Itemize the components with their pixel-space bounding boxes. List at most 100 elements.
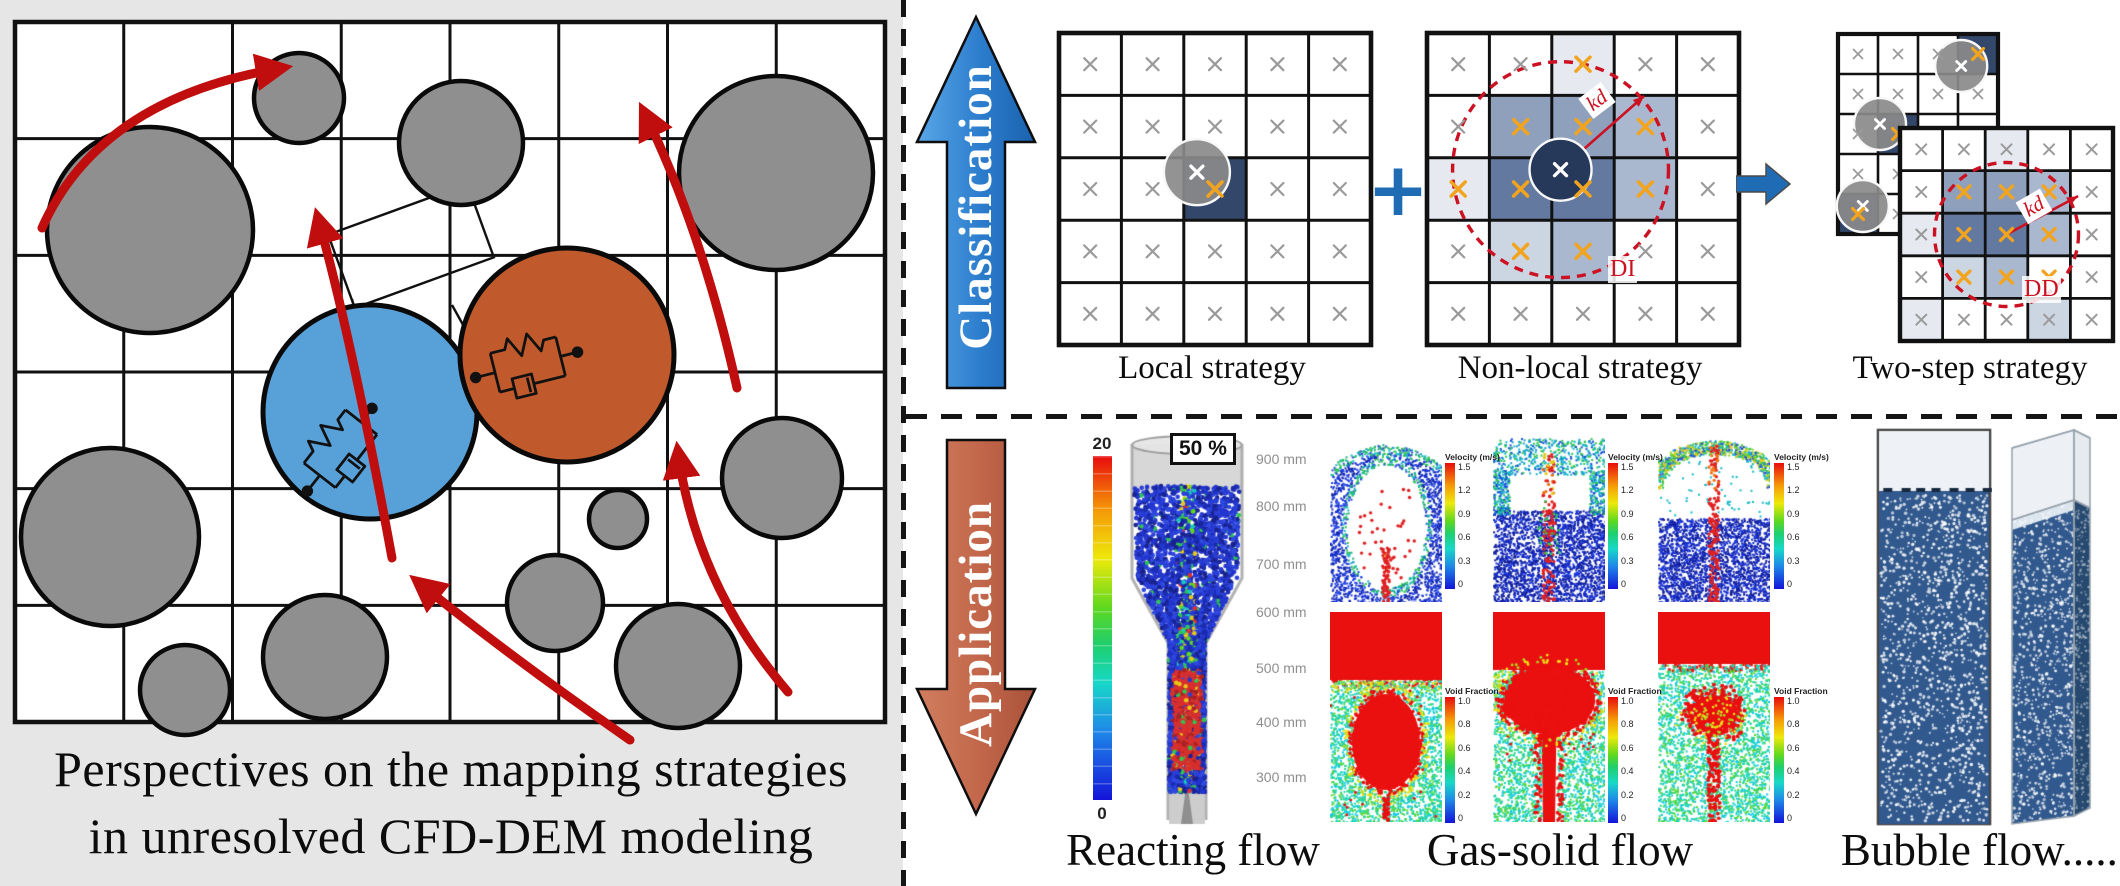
colorbar-tick: 0.4 <box>1621 766 1634 777</box>
height-label: 400 mm <box>1256 714 1307 730</box>
colorbar-tick: 0.2 <box>1621 789 1634 800</box>
void-fraction-colorbar: Void Fraction 1.0 0.8 0.6 0.4 0.2 0 <box>1608 686 1664 823</box>
colorbar-tick: 1.0 <box>1787 696 1800 706</box>
classification-arrow-label: Classification <box>950 64 1002 350</box>
reacting-flow-caption: Reacting flow <box>1066 825 1320 875</box>
spouted-bed-velocity-image-3 <box>1658 430 1770 602</box>
reacting-colorbar <box>1093 456 1112 800</box>
height-label: 300 mm <box>1256 769 1307 785</box>
colorbar-gradient <box>1445 463 1455 589</box>
velocity-colorbar-title: Velocity (m/s) <box>1445 452 1500 462</box>
colorbar-tick: 0.6 <box>1787 742 1800 753</box>
velocity-colorbar: Velocity (m/s) 1.5 1.2 0.9 0.6 0.3 0 <box>1608 452 1664 589</box>
colorbar-tick: 0.6 <box>1458 742 1471 753</box>
void-fraction-colorbar: Void Fraction 1.0 0.8 0.6 0.4 0.2 0 <box>1774 686 1830 823</box>
colorbar-gradient <box>1445 697 1455 823</box>
bubble-column-front-image <box>1876 428 1992 826</box>
void-colorbar-title: Void Fraction <box>1608 686 1662 696</box>
reacting-colorbar-min: 0 <box>1097 804 1107 823</box>
colorbar-tick: 0.8 <box>1621 719 1634 730</box>
colorbar-tick: 0.3 <box>1458 555 1471 566</box>
fill-percentage-badge: 50 % <box>1170 433 1236 465</box>
colorbar-tick: 0 <box>1458 578 1464 589</box>
velocity-colorbar-title: Velocity (m/s) <box>1774 452 1829 462</box>
colorbar-tick: 0.3 <box>1787 555 1800 566</box>
colorbar-tick: 0.6 <box>1458 532 1471 543</box>
velocity-colorbar-title: Velocity (m/s) <box>1608 452 1663 462</box>
void-colorbar-title: Void Fraction <box>1774 686 1828 696</box>
colorbar-ticks: 1.0 0.8 0.6 0.4 0.2 0 <box>1621 697 1634 823</box>
height-label: 700 mm <box>1256 556 1307 572</box>
bubble-flow-caption: Bubble flow...... <box>1840 825 2120 875</box>
colorbar-gradient <box>1774 463 1784 589</box>
colorbar-gradient <box>1774 697 1784 823</box>
gas-solid-flow-caption: Gas-solid flow <box>1426 825 1694 875</box>
cfd-dem-schematic-panel: Perspectives on the mapping strategies i… <box>0 0 903 886</box>
reacting-colorbar-max: 20 <box>1092 434 1112 453</box>
nonlocal-circle-label: DI <box>1608 256 1638 283</box>
colorbar-ticks: 1.5 1.2 0.9 0.6 0.3 0 <box>1787 463 1800 589</box>
colorbar-tick: 0 <box>1621 578 1627 589</box>
colorbar-tick: 1.0 <box>1621 696 1634 706</box>
page-title: Perspectives on the mapping strategies i… <box>14 736 888 870</box>
colorbar-tick: 0.2 <box>1787 789 1800 800</box>
spouted-bed-velocity-image-1 <box>1330 430 1442 602</box>
void-colorbar-title: Void Fraction <box>1445 686 1499 696</box>
plus-sign: + <box>1366 147 1429 233</box>
colorbar-tick: 1.5 <box>1621 462 1634 472</box>
colorbar-tick: 0 <box>1458 812 1464 823</box>
velocity-colorbar: Velocity (m/s) 1.5 1.2 0.9 0.6 0.3 0 <box>1445 452 1501 589</box>
colorbar-tick: 0.6 <box>1621 532 1634 543</box>
colorbar-tick: 0.9 <box>1458 508 1471 519</box>
colorbar-tick: 0.2 <box>1458 789 1471 800</box>
colorbar-tick: 1.0 <box>1458 696 1471 706</box>
local-strategy-label: Local strategy <box>1118 350 1306 386</box>
nonlocal-strategy-grid <box>1422 28 1744 355</box>
horizontal-dashed-divider <box>906 414 2120 419</box>
colorbar-tick: 0.6 <box>1787 532 1800 543</box>
vertical-dashed-divider <box>901 0 906 886</box>
colorbar-tick: 0 <box>1787 812 1793 823</box>
height-label: 800 mm <box>1256 498 1307 514</box>
colorbar-tick: 0.9 <box>1621 508 1634 519</box>
two-step-strategy-label: Two-step strategy <box>1852 350 2088 386</box>
void-fraction-image-3 <box>1658 612 1770 822</box>
application-down-arrow-icon <box>915 438 1037 817</box>
colorbar-tick: 1.5 <box>1787 462 1800 472</box>
colorbar-tick: 1.2 <box>1621 485 1634 496</box>
local-strategy-grid <box>1054 28 1376 355</box>
height-label: 500 mm <box>1256 660 1307 676</box>
colorbar-tick: 0 <box>1787 578 1793 589</box>
bubble-column-3d-image <box>1996 424 2100 826</box>
two-step-arrow-icon <box>1736 162 1792 206</box>
height-label: 900 mm <box>1256 451 1307 467</box>
velocity-colorbar: Velocity (m/s) 1.5 1.2 0.9 0.6 0.3 0 <box>1774 452 1830 589</box>
colorbar-tick: 1.2 <box>1458 485 1471 496</box>
application-arrow-label: Application <box>950 500 1002 748</box>
nonlocal-strategy-label: Non-local strategy <box>1457 350 1703 386</box>
void-fraction-image-1 <box>1330 612 1442 822</box>
fluid-grid-particles-figure <box>12 19 888 745</box>
colorbar-ticks: 1.0 0.8 0.6 0.4 0.2 0 <box>1458 697 1471 823</box>
colorbar-gradient <box>1608 463 1618 589</box>
colorbar-ticks: 1.5 1.2 0.9 0.6 0.3 0 <box>1458 463 1471 589</box>
spouted-bed-velocity-image-2 <box>1493 430 1605 602</box>
colorbar-tick: 0.4 <box>1458 766 1471 777</box>
void-fraction-colorbar: Void Fraction 1.0 0.8 0.6 0.4 0.2 0 <box>1445 686 1501 823</box>
colorbar-ticks: 1.0 0.8 0.6 0.4 0.2 0 <box>1787 697 1800 823</box>
two-step-front-grid <box>1895 123 2118 351</box>
colorbar-ticks: 1.5 1.2 0.9 0.6 0.3 0 <box>1621 463 1634 589</box>
void-fraction-image-2 <box>1493 612 1605 822</box>
colorbar-tick: 1.5 <box>1458 462 1471 472</box>
classification-up-arrow-icon <box>915 14 1037 390</box>
colorbar-tick: 0 <box>1621 812 1627 823</box>
height-label: 600 mm <box>1256 604 1307 620</box>
two-step-circle-label: DD <box>2022 276 2061 303</box>
colorbar-tick: 1.2 <box>1787 485 1800 496</box>
colorbar-tick: 0.3 <box>1621 555 1634 566</box>
title-line-2: in unresolved CFD-DEM modeling <box>88 808 814 864</box>
reacting-flow-image <box>1124 428 1256 828</box>
colorbar-tick: 0.9 <box>1787 508 1800 519</box>
title-line-1: Perspectives on the mapping strategies <box>54 741 848 797</box>
